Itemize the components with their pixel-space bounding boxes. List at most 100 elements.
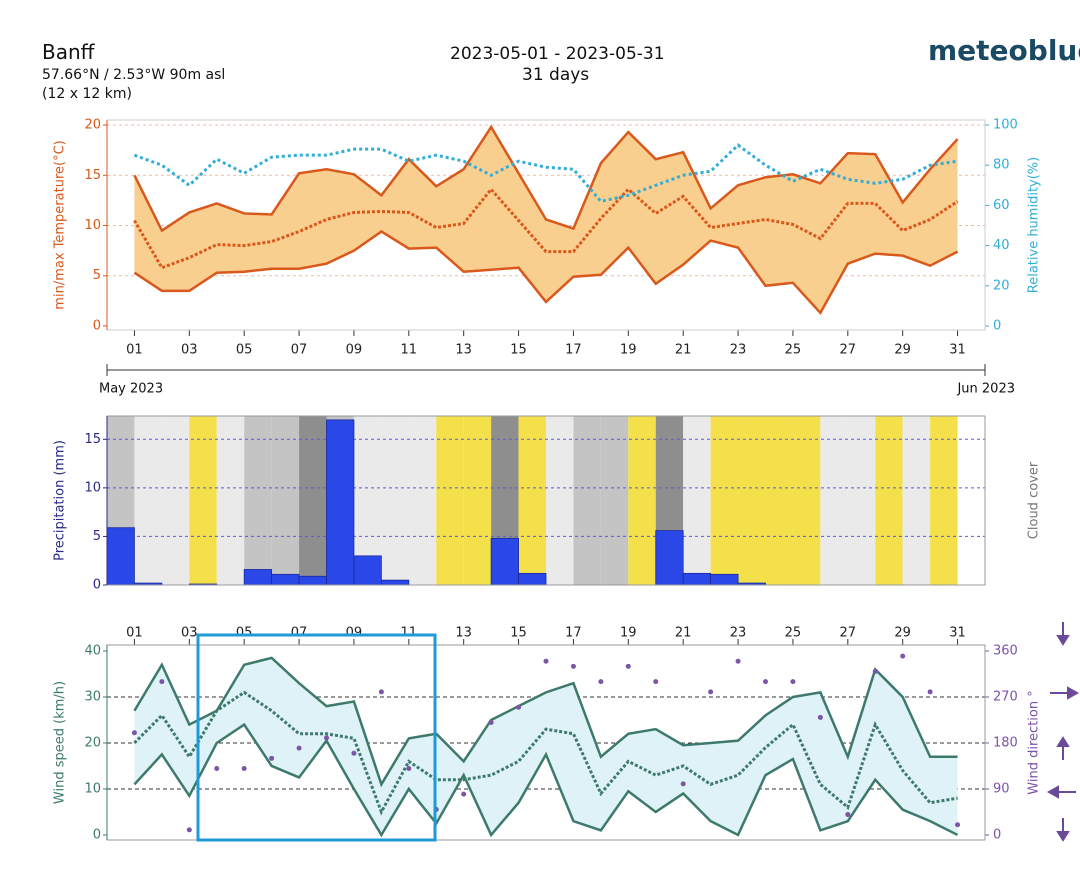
direction-dot <box>378 689 384 695</box>
y-tick-label: 30 <box>84 689 101 704</box>
cloud-stripe <box>518 416 546 585</box>
direction-dot <box>598 679 604 685</box>
x-tick-label: 19 <box>620 343 637 358</box>
x-tick-label: 11 <box>401 626 418 641</box>
x-tick-label: 13 <box>455 626 472 641</box>
precip-bar <box>271 573 300 586</box>
direction-dot <box>845 812 851 818</box>
direction-dot <box>900 653 906 659</box>
x-tick-label: 27 <box>840 626 857 641</box>
direction-dot <box>186 827 192 833</box>
y2-tick-label: 20 <box>993 278 1010 293</box>
direction-dot <box>159 679 165 685</box>
precip-bar <box>490 537 519 586</box>
cloud-stripe <box>847 416 876 585</box>
x-tick-label: 03 <box>181 626 198 641</box>
x-tick-label: 03 <box>181 343 198 358</box>
x-tick-label: 19 <box>620 626 637 641</box>
y-tick-label: 5 <box>93 529 101 544</box>
y-tick-label: 15 <box>84 168 101 183</box>
cloud-stripe <box>463 416 492 585</box>
x-tick-label: 21 <box>675 343 692 358</box>
direction-dot <box>708 689 714 695</box>
y-axis-label: Wind speed (km/h) <box>53 681 68 804</box>
highlight-box <box>196 633 437 842</box>
y-tick-label: 10 <box>84 781 101 796</box>
cloud-stripe <box>600 416 629 585</box>
direction-dot <box>406 766 412 772</box>
direction-dot <box>653 679 659 685</box>
x-tick-label: 01 <box>126 343 143 358</box>
y-tick-label: 5 <box>93 268 101 283</box>
x-tick-label: 09 <box>346 626 363 641</box>
y2-tick-label: 180 <box>993 735 1018 750</box>
y-tick-label: 20 <box>84 118 101 133</box>
x-tick-label: 23 <box>730 343 747 358</box>
logo: meteoblue <box>928 34 1080 67</box>
series-line <box>133 722 959 838</box>
y-tick-label: 0 <box>93 827 101 842</box>
y-axis-label: Precipitation (mm) <box>53 440 68 561</box>
direction-dot <box>214 766 220 772</box>
cloud-stripe <box>792 416 821 585</box>
precip-bar <box>380 579 410 586</box>
x-tick-label: 07 <box>291 343 308 358</box>
precip-bar <box>682 572 712 586</box>
cloud-stripe <box>244 416 272 585</box>
cloud-stripe <box>902 416 931 585</box>
direction-dot <box>763 679 768 685</box>
direction-dot <box>625 663 631 669</box>
cloud-stripe <box>573 416 601 585</box>
direction-dot <box>817 714 823 720</box>
cloud-stripe <box>683 416 711 585</box>
x-tick-label: 05 <box>236 626 253 641</box>
y-tick-label: 0 <box>93 318 101 333</box>
precip-bar <box>243 569 273 586</box>
direction-arrows <box>1046 622 1080 842</box>
grid-size: (12 x 12 km) <box>42 86 132 102</box>
x-tick-label: 17 <box>565 343 582 358</box>
x-tick-label: 25 <box>785 343 802 358</box>
cloud-stripe <box>408 416 437 585</box>
y2-tick-label: 0 <box>993 318 1001 333</box>
cloud-stripe <box>546 416 574 585</box>
place: Banff <box>42 40 95 64</box>
direction-dot <box>351 750 357 756</box>
series-line <box>133 690 958 816</box>
series-line <box>133 656 958 788</box>
y2-tick-label: 270 <box>993 689 1018 704</box>
y-tick-label: 0 <box>93 578 101 593</box>
y-tick-label: 20 <box>84 735 101 750</box>
y2-tick-label: 40 <box>993 238 1010 253</box>
cloud-stripe <box>189 416 217 585</box>
y2-axis-label: Cloud cover <box>1027 461 1042 539</box>
direction-dot <box>955 822 961 828</box>
direction-dot <box>461 791 467 797</box>
x-tick-label: 17 <box>565 626 582 641</box>
cloud-stripe <box>299 416 327 585</box>
direction-dot <box>927 689 933 695</box>
direction-dot <box>516 704 522 710</box>
y-tick-label: 10 <box>84 480 101 495</box>
x-tick-label: 31 <box>949 626 966 641</box>
series-line <box>133 187 959 270</box>
cloud-stripe <box>381 416 409 585</box>
x-tick-label: 07 <box>291 626 308 641</box>
direction-dot <box>680 781 686 787</box>
x-tick-label: 01 <box>126 626 143 641</box>
direction-dot <box>324 735 329 741</box>
x-tick-label: 27 <box>840 343 857 358</box>
direction-dot <box>570 663 576 669</box>
cloud-stripe <box>738 416 766 585</box>
y-axis-label: min/max Temperature(°C) <box>53 140 68 309</box>
start-label: May 2023 <box>99 382 163 397</box>
coords: 57.66°N / 2.53°W 90m asl <box>42 67 226 83</box>
x-tick-label: 05 <box>236 343 253 358</box>
precip-bar <box>710 573 739 586</box>
precip-bar <box>298 575 327 586</box>
y2-tick-label: 100 <box>993 118 1018 133</box>
end-label: Jun 2023 <box>956 382 1015 397</box>
direction-dot <box>735 658 741 664</box>
direction-dot <box>488 720 494 726</box>
